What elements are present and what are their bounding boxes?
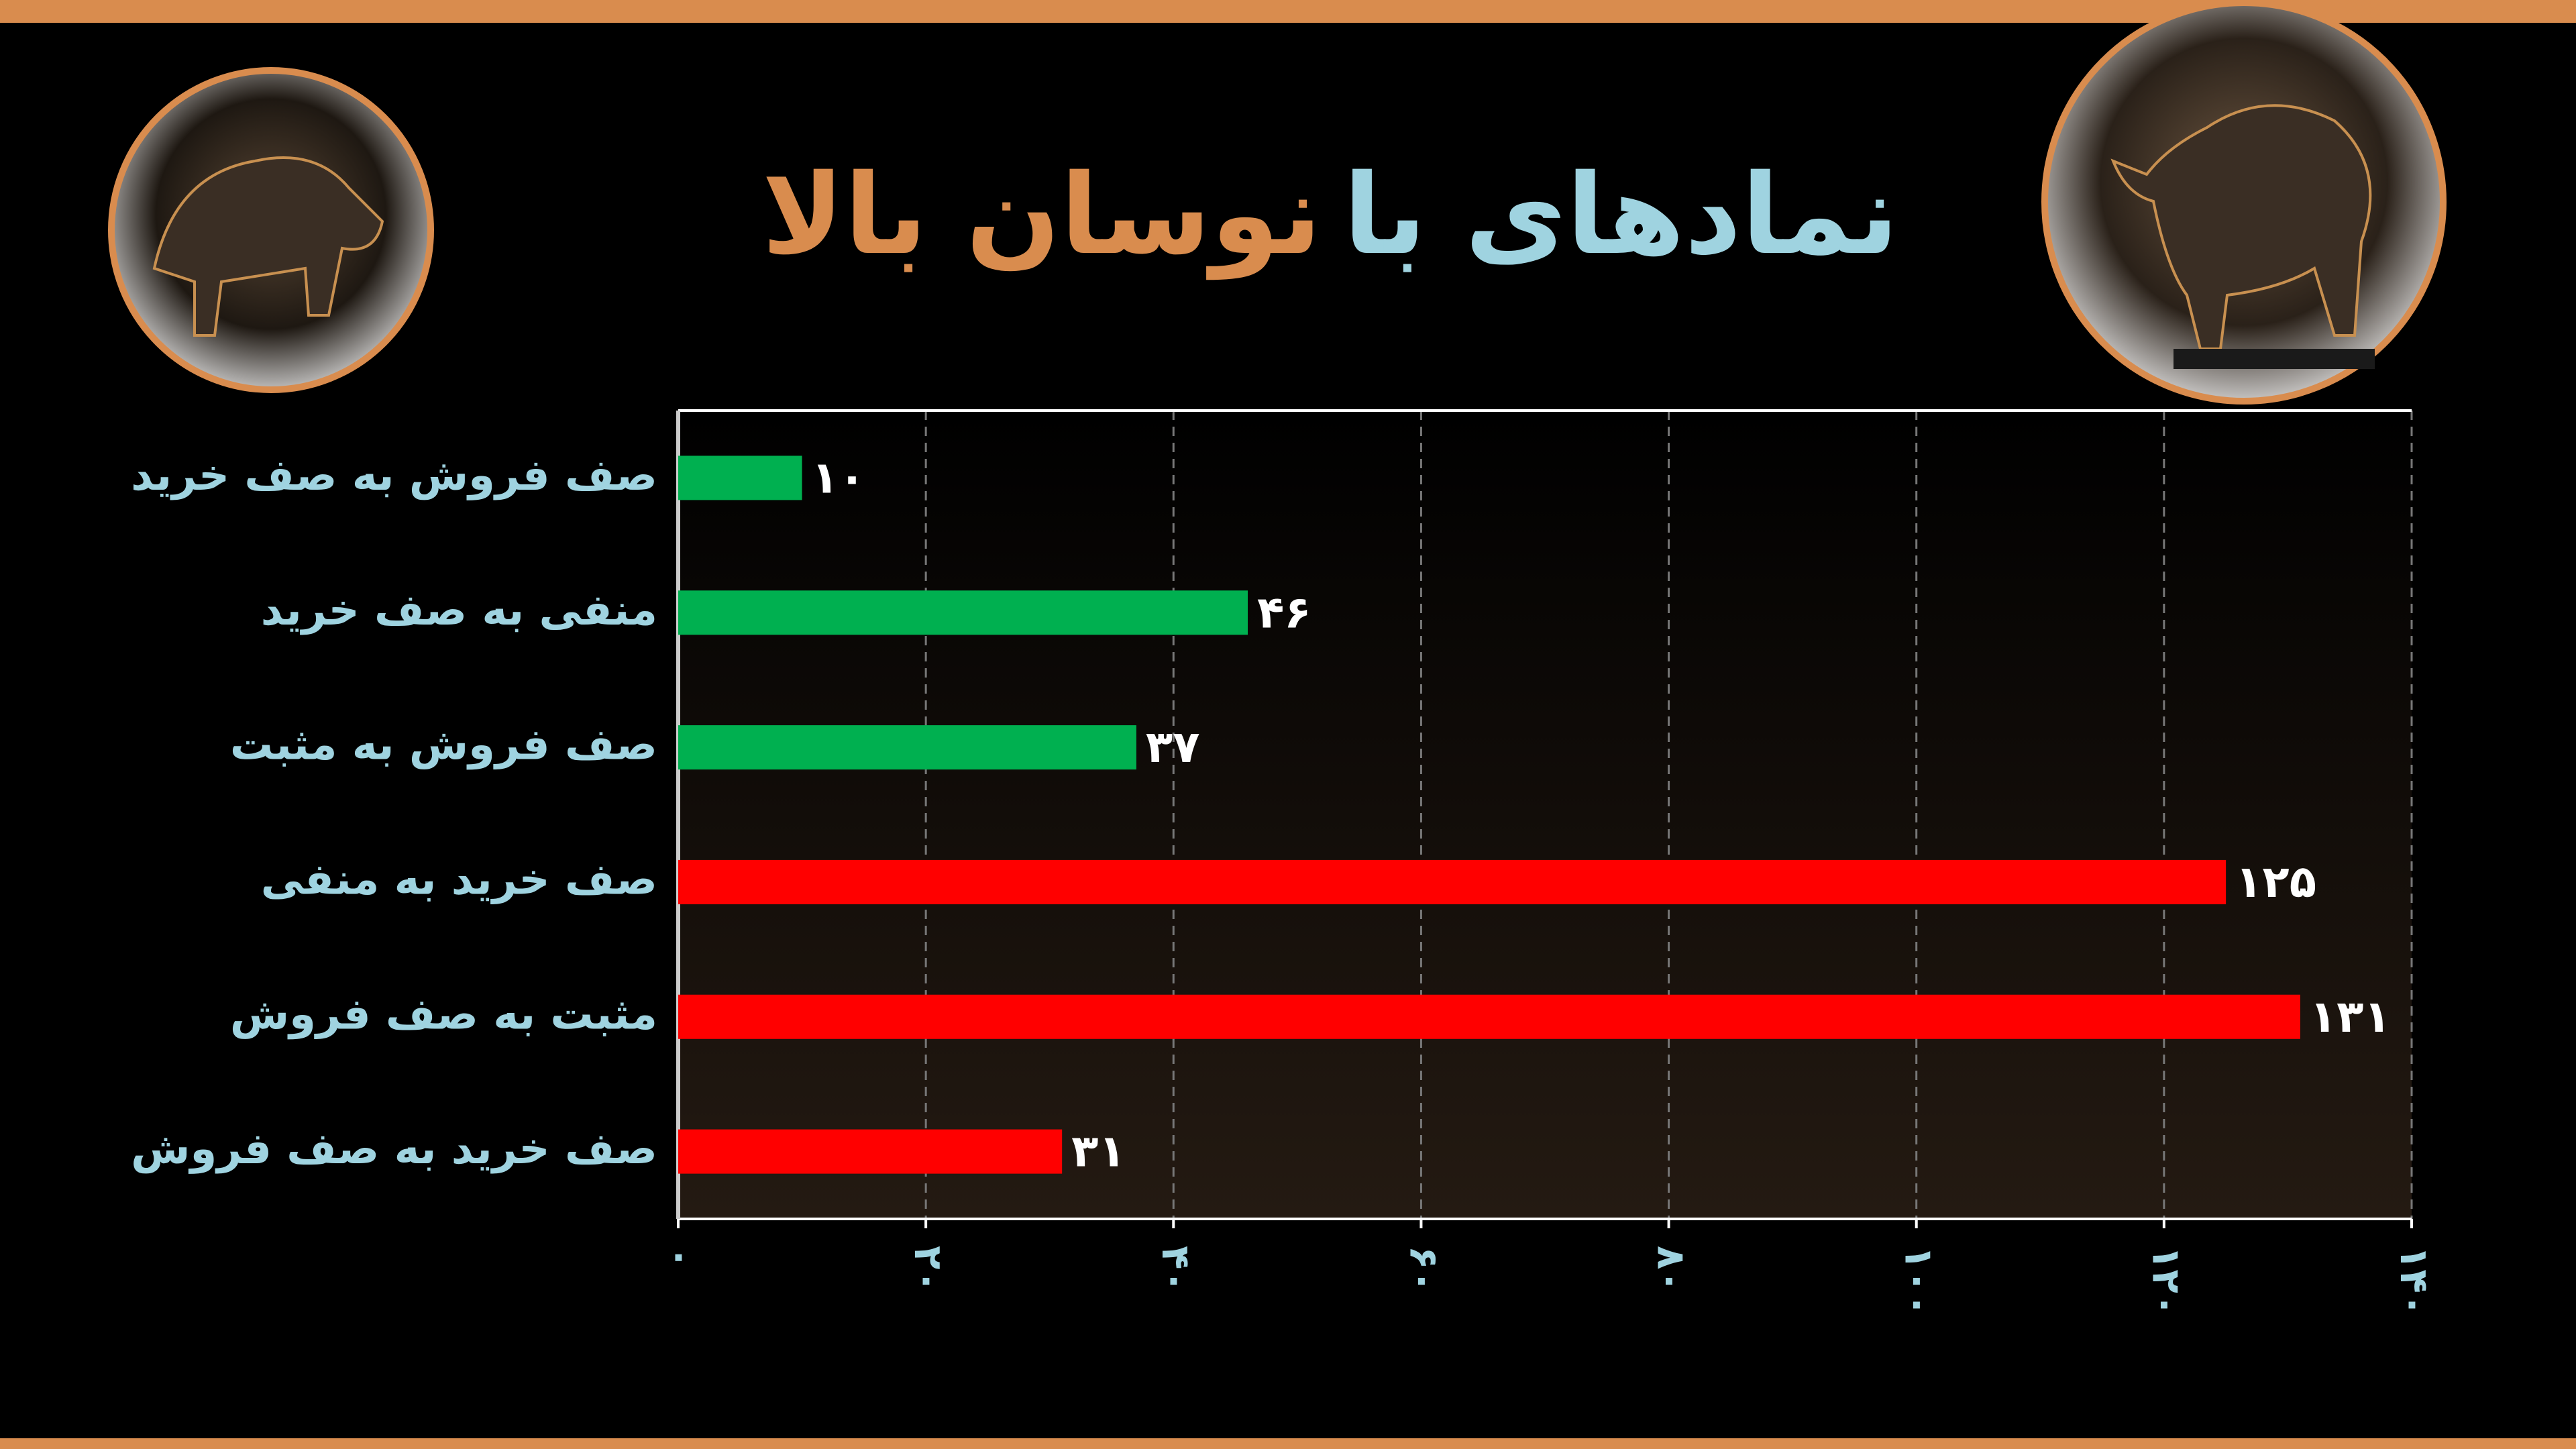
- x-tick-label: ۴۰: [1153, 1246, 1199, 1293]
- bottom-band: [0, 1438, 2576, 1449]
- value-label: ۳۱: [1071, 1126, 1126, 1177]
- y-tick-label: صف خرید به صف فروش: [131, 1124, 657, 1174]
- title-part: نمادهای با: [1343, 150, 1899, 279]
- plot-area: [678, 411, 2412, 1219]
- bar: [678, 1129, 1063, 1174]
- chart-title: نمادهای بانوسان بالا: [0, 134, 2576, 295]
- y-tick-label: مثبت به صف فروش: [230, 989, 657, 1039]
- bear-image: [108, 67, 434, 393]
- x-tick-label: ۱۰۰: [1896, 1246, 1942, 1317]
- y-tick-label: صف فروش به صف خرید: [131, 451, 657, 500]
- title-part: نوسان بالا: [761, 150, 1322, 279]
- bar: [678, 590, 1248, 635]
- bull-image: [2041, 0, 2447, 405]
- y-tick-label: منفی به صف خرید: [261, 586, 657, 635]
- value-label: ۳۷: [1146, 721, 1200, 773]
- x-tick-label: ۱۲۰: [2144, 1246, 2190, 1317]
- value-label: ۴۶: [1257, 586, 1311, 638]
- x-tick-label: ۱۴۰: [2392, 1246, 2437, 1317]
- value-label: ۱۳۱: [2310, 991, 2391, 1042]
- y-tick-label: صف فروش به مثبت: [230, 720, 657, 770]
- value-label: ۱۰: [812, 451, 866, 503]
- y-tick-label: صف خرید به منفی: [261, 855, 657, 904]
- bar: [678, 455, 802, 500]
- x-tick-label: ۰: [658, 1246, 704, 1269]
- bar: [678, 725, 1136, 770]
- top-band: [0, 0, 2576, 23]
- x-tick-label: ۸۰: [1648, 1246, 1694, 1293]
- bar: [678, 859, 2226, 904]
- x-tick-label: ۲۰: [906, 1246, 951, 1293]
- x-tick-label: ۶۰: [1401, 1246, 1446, 1293]
- bar: [678, 994, 2300, 1039]
- value-label: ۱۲۵: [2235, 856, 2316, 908]
